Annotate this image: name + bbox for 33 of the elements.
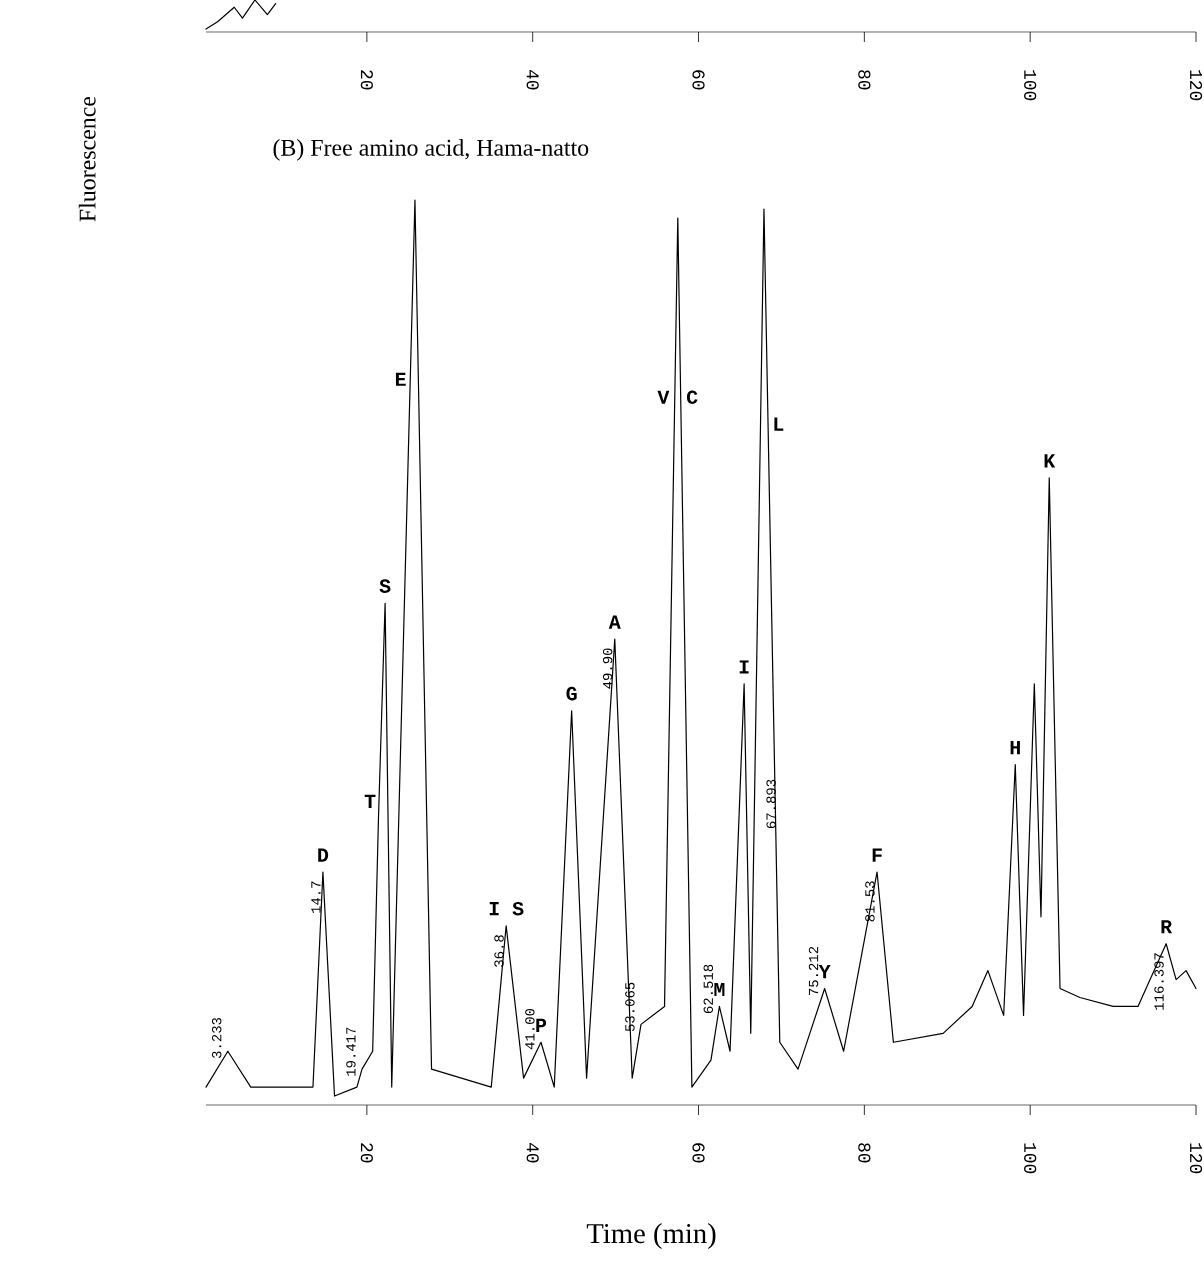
x-tick-label: 20: [360, 70, 373, 90]
chart-title: (B) Free amino acid, Hama-natto: [273, 139, 589, 161]
x-tick-label: 120: [1189, 70, 1203, 101]
x-tick-label: 60: [692, 70, 705, 90]
x-tick-label: 40: [526, 1142, 539, 1163]
annotation: K: [1044, 454, 1056, 468]
annotation: L: [774, 417, 784, 431]
annotation: V: [657, 390, 670, 404]
annotation: T: [364, 794, 376, 808]
x-tick-label: 80: [858, 1143, 871, 1163]
x-tick-label: 40: [526, 69, 539, 90]
annotation: E: [395, 372, 406, 386]
x-axis-title: Time (min): [586, 1223, 716, 1250]
annotation: G: [566, 686, 577, 701]
annotation: H: [1010, 741, 1020, 755]
annotation: Y: [818, 965, 831, 979]
annotation: S: [379, 579, 391, 593]
annotation: R: [1161, 920, 1173, 934]
x-tick-label: 20: [360, 1143, 373, 1163]
x-tick-label: 60: [692, 1143, 705, 1163]
annotation: D: [318, 848, 329, 862]
annotation: P: [536, 1018, 547, 1032]
annotation: C: [686, 390, 698, 404]
annotation: A: [608, 615, 621, 629]
x-tick-label: 100: [1024, 70, 1037, 101]
annotation: M: [714, 982, 725, 997]
annotation: F: [872, 848, 882, 862]
x-tick-label: 120: [1189, 1143, 1203, 1174]
x-tick-label: 100: [1024, 1143, 1037, 1174]
annotation: I: [739, 660, 749, 674]
annotation: I S: [489, 901, 524, 916]
x-tick-label: 80: [858, 70, 871, 90]
y-axis-title: Fluorescence: [78, 96, 96, 222]
